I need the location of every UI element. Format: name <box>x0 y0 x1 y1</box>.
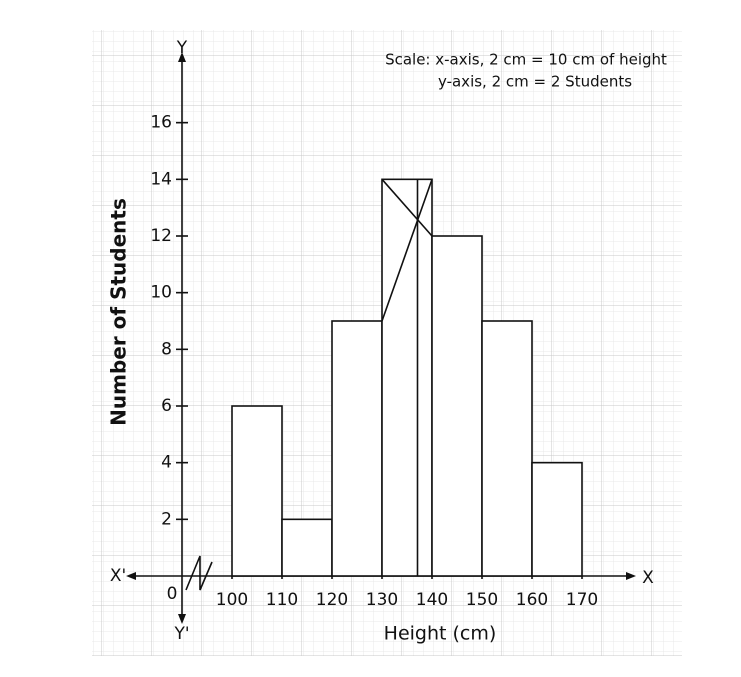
y-tick-label: 6 <box>161 396 172 416</box>
arrow <box>126 572 136 580</box>
x-tick-label: 110 <box>266 590 298 610</box>
x-tick-label: 160 <box>516 590 548 610</box>
bar <box>531 461 583 577</box>
x-tick-label: 140 <box>416 590 448 610</box>
x-tick-label: 130 <box>366 590 398 610</box>
scale-note: y-axis, 2 cm = 2 Students <box>438 73 632 91</box>
y-tick-label: 8 <box>161 339 172 359</box>
bar <box>281 518 333 577</box>
x-tick-label: 170 <box>566 590 598 610</box>
scale-note: Scale: x-axis, 2 cm = 10 cm of height <box>385 51 667 69</box>
axis-name: Y' <box>173 624 189 644</box>
x-tick-label: 100 <box>216 590 248 610</box>
y-tick-label: 2 <box>161 509 172 529</box>
arrow <box>626 572 636 580</box>
x-axis-label: Height (cm) <box>384 623 497 645</box>
bar <box>231 405 283 577</box>
y-tick-label: 14 <box>150 169 172 189</box>
y-tick-label: 16 <box>150 113 172 133</box>
bar <box>331 320 383 577</box>
bar <box>431 235 483 577</box>
axis-break <box>185 555 213 591</box>
arrow <box>178 52 186 62</box>
x-tick-label: 120 <box>316 590 348 610</box>
y-tick-label: 12 <box>150 226 172 246</box>
y-tick-label: 10 <box>150 283 172 303</box>
plot: 2 4 6 8 10 12 14 16 100 110 120 130 140 150 160 170 <box>126 52 636 624</box>
axis-name: X' <box>110 566 126 586</box>
axis-name: X <box>642 568 654 588</box>
origin-label: 0 <box>167 584 178 604</box>
x-tick-label: 150 <box>466 590 498 610</box>
axis-name: Y <box>176 38 188 58</box>
y-axis-label: Number of Students <box>107 198 131 426</box>
mode-construction <box>381 179 433 322</box>
arrow <box>178 614 186 624</box>
bar <box>481 320 533 577</box>
y-tick-label: 4 <box>161 453 172 473</box>
bar <box>381 178 433 577</box>
mode-construction <box>381 178 433 237</box>
